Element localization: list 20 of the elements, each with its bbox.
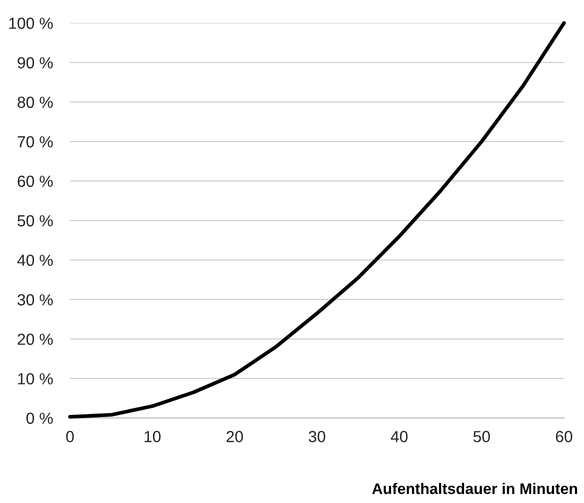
y-tick-label: 20 % bbox=[18, 334, 53, 345]
y-tick-label: 10 % bbox=[18, 373, 53, 384]
y-tick-label: 100 % bbox=[9, 18, 53, 29]
x-axis-title: Aufenthaltsdauer in Minuten bbox=[372, 482, 578, 494]
x-tick-label: 20 bbox=[226, 430, 243, 442]
line-series bbox=[68, 21, 566, 419]
y-tick-label: 80 % bbox=[18, 96, 53, 108]
y-tick-label: 60 % bbox=[18, 176, 53, 187]
y-tick-label: 30 % bbox=[18, 294, 53, 306]
x-tick-label: 0 bbox=[66, 430, 74, 442]
x-tick-label: 40 bbox=[390, 430, 408, 442]
y-tick-label: 50 % bbox=[18, 215, 53, 226]
x-tick-label: 30 bbox=[308, 430, 326, 442]
x-tick-label: 50 bbox=[473, 430, 490, 442]
y-tick-label: 0 % bbox=[26, 412, 53, 424]
y-tick-label: 90 % bbox=[18, 57, 53, 68]
x-tick-label: 60 bbox=[556, 430, 572, 442]
x-tick-label: 10 bbox=[144, 430, 161, 442]
y-tick-label: 40 % bbox=[17, 254, 53, 266]
y-tick-label: 70 % bbox=[18, 136, 53, 148]
